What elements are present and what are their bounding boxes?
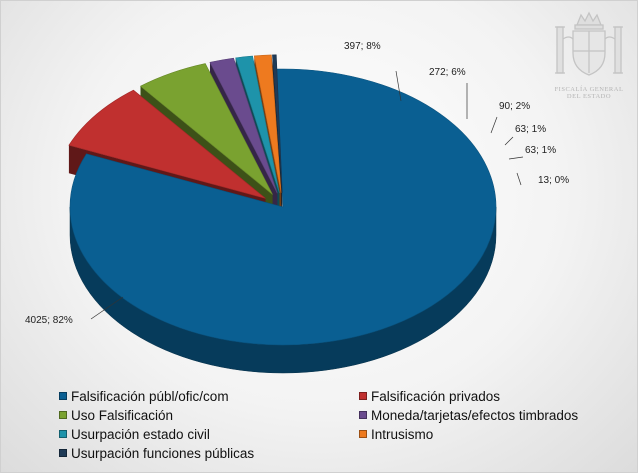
legend-label: Moneda/tarjetas/efectos timbrados <box>371 407 579 423</box>
pie-tops <box>68 54 497 346</box>
pie-slice <box>253 54 282 193</box>
legend-swatch <box>59 392 67 400</box>
legend-label: Usurpación funciones públicas <box>71 445 255 461</box>
legend-item: Usurpación estado civil <box>59 425 359 443</box>
data-label: 4025; 82% <box>25 315 73 326</box>
legend-swatch <box>59 430 67 438</box>
legend-item: Moneda/tarjetas/efectos timbrados <box>359 406 619 424</box>
legend-label: Usurpación estado civil <box>71 426 210 442</box>
pie-slice <box>209 57 278 194</box>
data-label: 397; 8% <box>344 41 381 52</box>
leader-line <box>90 296 124 320</box>
legend-item: Intrusismo <box>359 425 619 443</box>
legend-swatch <box>59 411 67 419</box>
legend-label: Falsificación privados <box>371 388 501 404</box>
leader-line <box>508 156 524 160</box>
data-labels: 4025; 82% 397; 8% 272; 6% 90; 2% 63; 1% 63; 1… <box>25 41 569 326</box>
leader-lines <box>90 70 524 320</box>
legend-item: Uso Falsificación <box>59 406 359 424</box>
data-label: 272; 6% <box>429 67 466 78</box>
data-label: 63; 1% <box>525 145 556 156</box>
pie-slice <box>272 54 283 193</box>
emblem-text-line2: DEL ESTADO <box>566 93 612 100</box>
chart-legend: Falsificación públ/ofic/com Falsificació… <box>59 387 619 462</box>
pie-slice <box>139 63 273 195</box>
fiscalia-emblem: FISCALÍA GENERAL DEL ESTADO <box>549 9 629 109</box>
legend-swatch <box>359 392 367 400</box>
legend-swatch <box>59 449 67 457</box>
legend-swatch <box>359 411 367 419</box>
legend-item: Falsificación privados <box>359 387 619 405</box>
data-label: 90; 2% <box>499 101 530 112</box>
legend-swatch <box>359 430 367 438</box>
coat-of-arms-icon <box>555 11 623 76</box>
legend-item: Falsificación públ/ofic/com <box>59 387 359 405</box>
legend-label: Falsificación públ/ofic/com <box>71 388 229 404</box>
pie-slice <box>68 89 266 199</box>
data-label: 13; 0% <box>538 175 569 186</box>
legend-label: Intrusismo <box>371 426 434 442</box>
legend-label: Uso Falsificación <box>71 407 174 423</box>
leader-line <box>516 172 522 186</box>
pie-slice <box>235 55 280 194</box>
emblem-text-line1: FISCALÍA GENERAL <box>554 86 624 93</box>
pie-slice <box>69 68 497 346</box>
data-label: 63; 1% <box>515 124 546 135</box>
leader-line <box>490 116 498 134</box>
leader-line <box>504 136 514 146</box>
legend-item: Usurpación funciones públicas <box>59 444 359 462</box>
pie-slices <box>68 54 497 374</box>
leader-line <box>395 70 402 102</box>
